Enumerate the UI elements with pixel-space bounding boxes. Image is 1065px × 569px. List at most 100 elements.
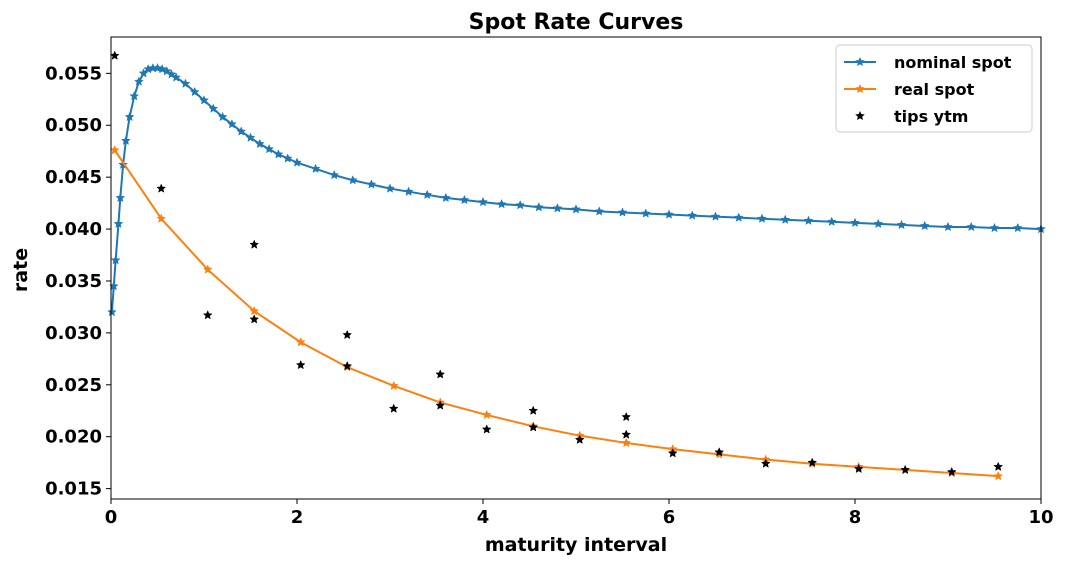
data-point bbox=[403, 186, 414, 196]
y-tick-label: 0.045 bbox=[45, 167, 102, 188]
legend-label: tips ytm bbox=[894, 107, 968, 126]
legend: nominal spot real spot tips ytm bbox=[835, 44, 1033, 133]
data-point bbox=[245, 132, 256, 142]
data-point bbox=[435, 400, 446, 410]
data-point bbox=[435, 369, 446, 379]
data-point bbox=[189, 86, 200, 97]
data-point bbox=[254, 138, 265, 149]
data-point bbox=[342, 360, 353, 371]
chart-title: Spot Rate Curves bbox=[469, 10, 684, 35]
data-point bbox=[481, 424, 492, 434]
data-point bbox=[310, 163, 321, 174]
legend-marker bbox=[855, 83, 865, 94]
legend-marker bbox=[855, 110, 865, 121]
legend-label: real spot bbox=[894, 80, 975, 99]
data-point bbox=[850, 217, 860, 228]
data-point bbox=[478, 196, 488, 207]
series-line bbox=[113, 149, 999, 478]
data-point bbox=[295, 359, 306, 370]
y-axis-label: rate bbox=[10, 248, 32, 292]
data-point bbox=[803, 215, 814, 225]
data-point bbox=[640, 208, 651, 218]
data-point bbox=[115, 192, 126, 203]
data-point bbox=[156, 183, 167, 193]
data-point bbox=[273, 149, 284, 159]
legend-label: nominal spot bbox=[894, 53, 1012, 72]
data-point bbox=[733, 212, 744, 222]
data-point bbox=[113, 218, 124, 229]
data-point bbox=[109, 50, 120, 60]
legend-marker bbox=[855, 56, 865, 67]
y-tick-label: 0.015 bbox=[45, 479, 102, 500]
x-tick-label: 10 bbox=[1028, 507, 1053, 528]
data-point bbox=[440, 192, 451, 203]
legend-item: real spot bbox=[844, 80, 975, 99]
y-tick-label: 0.020 bbox=[45, 427, 102, 448]
data-point bbox=[481, 409, 492, 420]
y-tick-label: 0.040 bbox=[45, 219, 102, 240]
series-tips-ytm bbox=[109, 50, 1004, 477]
data-point bbox=[1012, 222, 1023, 233]
y-tick-label: 0.035 bbox=[45, 271, 102, 292]
data-point bbox=[993, 461, 1004, 471]
data-point bbox=[667, 448, 678, 458]
data-point bbox=[664, 209, 674, 219]
y-tick-label: 0.030 bbox=[45, 323, 102, 344]
data-point bbox=[496, 198, 507, 209]
legend-item: tips ytm bbox=[855, 107, 968, 126]
data-point bbox=[422, 189, 433, 199]
legend-item: nominal spot bbox=[844, 53, 1012, 72]
data-point bbox=[574, 434, 585, 444]
data-point bbox=[807, 457, 818, 467]
data-point bbox=[617, 207, 628, 217]
data-point bbox=[264, 143, 274, 154]
data-point bbox=[217, 111, 228, 122]
data-point bbox=[533, 202, 544, 212]
data-point bbox=[329, 169, 340, 180]
data-point bbox=[388, 380, 399, 391]
data-point bbox=[989, 222, 1000, 233]
data-point bbox=[946, 466, 957, 477]
data-point bbox=[621, 429, 632, 439]
data-point bbox=[124, 111, 135, 122]
plot-frame bbox=[110, 36, 1042, 500]
data-point bbox=[459, 194, 470, 205]
data-point bbox=[515, 200, 526, 210]
data-point bbox=[528, 405, 539, 415]
data-point bbox=[919, 220, 930, 231]
data-point bbox=[760, 458, 771, 468]
data-point bbox=[202, 310, 213, 320]
y-tick-label: 0.055 bbox=[45, 63, 102, 84]
data-point bbox=[621, 411, 632, 422]
data-point bbox=[249, 314, 260, 324]
data-point bbox=[110, 255, 121, 265]
data-point bbox=[107, 306, 117, 317]
data-point bbox=[236, 126, 247, 136]
data-point bbox=[249, 239, 260, 249]
data-point bbox=[966, 221, 977, 232]
data-point bbox=[900, 464, 911, 475]
data-point bbox=[571, 204, 581, 214]
y-tick-label: 0.050 bbox=[45, 115, 102, 136]
legend-box bbox=[835, 44, 1033, 133]
data-point bbox=[199, 95, 209, 105]
data-point bbox=[385, 183, 395, 193]
y-tick-label: 0.025 bbox=[45, 375, 102, 396]
data-point bbox=[295, 337, 306, 347]
data-point bbox=[388, 403, 399, 413]
data-point bbox=[129, 91, 140, 101]
plot-area bbox=[107, 50, 1046, 481]
x-axis-label: maturity interval bbox=[485, 534, 667, 556]
axis-ticks: 0 2 4 6 8 10 0.015 0.020 0.025 0.030 0.035 0.040 0.0… bbox=[45, 63, 1053, 528]
data-point bbox=[249, 305, 260, 316]
data-point bbox=[227, 119, 237, 129]
data-point bbox=[528, 422, 539, 432]
data-point bbox=[120, 135, 131, 145]
data-point bbox=[342, 329, 353, 340]
data-point bbox=[156, 213, 167, 223]
data-point bbox=[873, 218, 884, 229]
data-point bbox=[208, 103, 219, 113]
data-point bbox=[134, 76, 144, 86]
